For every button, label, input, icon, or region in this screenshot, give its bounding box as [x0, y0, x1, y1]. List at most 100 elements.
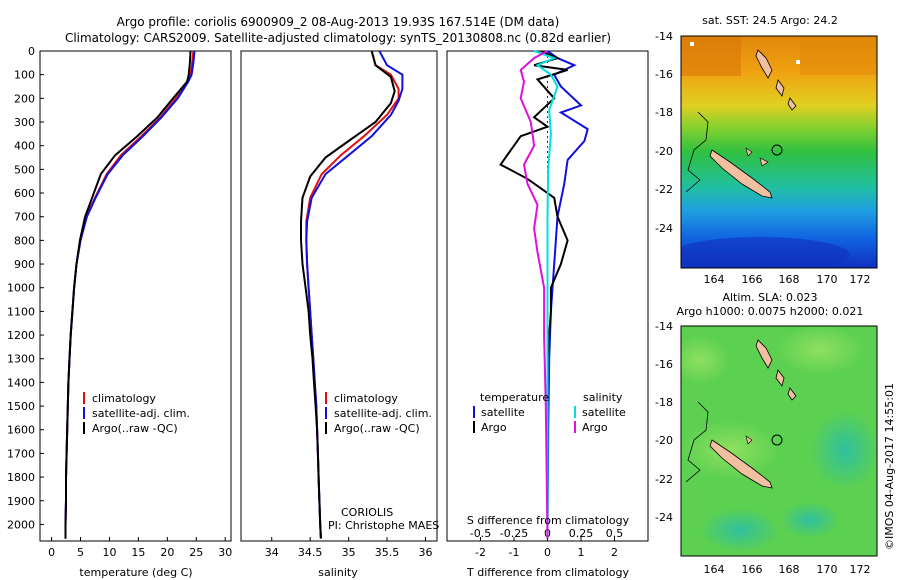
temperature-ytick-label: 1100 — [7, 305, 35, 318]
temperature-ytick-label: 1000 — [7, 282, 35, 295]
temperature-xtick-label: 20 — [160, 546, 174, 559]
sst-map — [681, 36, 877, 268]
sst-xtick: 170 — [817, 273, 838, 286]
sla-map-frame — [680, 325, 878, 557]
difference-xtick-label: 2 — [611, 546, 618, 559]
sla-xtick: 168 — [779, 563, 800, 576]
sst-xtick: 164 — [704, 273, 725, 286]
difference-xlabel-salinity: S difference from climatology — [467, 514, 630, 527]
temperature-ytick-label: 300 — [14, 116, 35, 129]
sla-high-anomaly — [681, 335, 730, 385]
difference-xtick2-label: 0.5 — [606, 527, 624, 540]
temperature-ytick-label: 800 — [14, 234, 35, 247]
sst-ytick: -20 — [655, 145, 673, 158]
temperature-ytick-label: 600 — [14, 187, 35, 200]
sla-high-anomaly — [681, 420, 780, 480]
sla-map-title-2: Argo h1000: 0.0075 h2000: 0.021 — [677, 305, 864, 318]
sst-missing-pixel — [796, 60, 800, 64]
sst-xtick: 172 — [850, 273, 871, 286]
legend-label-climatology: climatology — [92, 392, 156, 405]
sst-ytick: -18 — [655, 106, 673, 119]
difference-xtick-label: 1 — [578, 546, 585, 559]
argo-position-marker — [771, 434, 783, 446]
sst-ytick: -14 — [655, 30, 673, 43]
legend-label-argo: Argo(..raw -QC) — [92, 422, 178, 435]
sst-ytick: -24 — [655, 222, 673, 235]
salinity-legend: climatology satellite-adj. clim. Argo(..… — [325, 392, 439, 532]
sst-map-title: sat. SST: 24.5 Argo: 24.2 — [702, 14, 838, 27]
vanuatu-island — [787, 97, 797, 111]
legend-title-salinity: salinity — [583, 391, 623, 404]
new-caledonia-island — [709, 439, 773, 489]
temperature-ytick-label: 1600 — [7, 424, 35, 437]
new-caledonia-island — [709, 149, 773, 199]
sla-low-anomaly — [700, 508, 780, 552]
loyalty-island — [745, 435, 753, 445]
difference-xtick2-label: -0.25 — [500, 527, 528, 540]
sla-map-xticks: 164 166 168 170 172 — [704, 563, 871, 576]
vanuatu-island — [775, 79, 785, 97]
temperature-series-line — [64, 50, 196, 539]
sla-ytick: -24 — [655, 511, 673, 524]
sla-xtick: 166 — [742, 563, 763, 576]
sst-map-frame — [680, 35, 878, 269]
sst-ytick: -22 — [655, 183, 673, 196]
sst-map-xticks: 164 166 168 170 172 — [704, 273, 871, 286]
temperature-ytick-label: 400 — [14, 140, 35, 153]
sla-map-title-1: Altim. SLA: 0.023 — [722, 291, 817, 304]
temperature-xtick-label: 5 — [77, 546, 84, 559]
legend-label-satellite: satellite-adj. clim. — [334, 407, 432, 420]
legend-label-argo: Argo(..raw -QC) — [334, 422, 420, 435]
difference-xtick-label: -2 — [475, 546, 486, 559]
legend-label-climatology: climatology — [334, 392, 398, 405]
difference-series-line — [546, 50, 589, 539]
sla-ytick: -20 — [655, 434, 673, 447]
temperature-series-line — [64, 50, 192, 539]
temperature-xlabel: temperature (deg C) — [79, 566, 192, 579]
temperature-ytick-label: 1800 — [7, 471, 35, 484]
temperature-ytick-label: 100 — [14, 69, 35, 82]
loyalty-island — [759, 157, 769, 167]
temperature-ytick-label: 2000 — [7, 518, 35, 531]
temperature-xtick-label: 25 — [189, 546, 203, 559]
salinity-series-line — [305, 50, 400, 539]
salinity-xlabel: salinity — [318, 566, 358, 579]
bathymetry-contour — [685, 111, 709, 193]
sla-xtick: 172 — [850, 563, 871, 576]
temperature-ytick-label: 1900 — [7, 495, 35, 508]
annotation-institution: CORIOLIS — [341, 506, 393, 519]
sla-xtick: 170 — [817, 563, 838, 576]
difference-xtick2-label: 0.25 — [569, 527, 594, 540]
temperature-xtick-label: 0 — [48, 546, 55, 559]
sst-xtick: 168 — [779, 273, 800, 286]
sst-map-yticks: -14 -16 -18 -20 -22 -24 — [655, 30, 673, 235]
difference-xtick-label: -1 — [509, 546, 520, 559]
temperature-ytick-label: 1300 — [7, 353, 35, 366]
salinity-panel-frame — [240, 50, 438, 542]
annotation-pi: PI: Christophe MAES — [328, 519, 439, 532]
sst-warm-patch — [800, 40, 877, 75]
salinity-xtick-label: 36 — [418, 546, 432, 559]
vanuatu-island — [775, 369, 785, 387]
sla-ytick: -16 — [655, 358, 673, 371]
salinity-series-line — [305, 50, 404, 539]
legend-label-temperature-satellite: satellite — [481, 406, 525, 419]
sla-high-anomaly — [775, 326, 865, 375]
sla-xtick: 164 — [704, 563, 725, 576]
temperature-series-line — [64, 50, 195, 539]
difference-xlabel-temperature: T difference from climatology — [466, 566, 629, 579]
difference-legend: temperature salinity satellite Argo sate… — [473, 391, 626, 434]
sla-low-anomaly — [780, 502, 840, 538]
difference-series-line — [519, 50, 549, 539]
temperature-ytick-label: 1400 — [7, 376, 35, 389]
temperature-ytick-label: 200 — [14, 92, 35, 105]
vanuatu-island — [755, 339, 773, 369]
legend-label-satellite: satellite-adj. clim. — [92, 407, 190, 420]
sst-cool-patch — [681, 237, 850, 268]
temperature-panel-frame — [39, 50, 232, 542]
salinity-xtick-label: 34 — [265, 546, 279, 559]
difference-xtick2-label: -0.5 — [470, 527, 491, 540]
difference-series-line — [499, 50, 569, 539]
sla-low-anomaly — [810, 410, 877, 490]
difference-series-line — [533, 50, 559, 539]
